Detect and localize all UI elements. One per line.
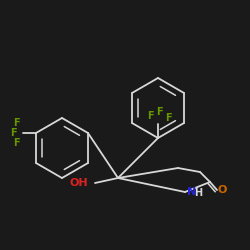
Text: F: F [156,107,162,117]
Text: N: N [187,187,196,197]
Text: F: F [13,118,19,128]
Text: F: F [147,111,153,121]
Text: OH: OH [70,178,88,188]
Text: F: F [10,128,16,138]
Text: F: F [165,113,171,123]
Text: H: H [194,188,202,198]
Text: O: O [217,185,227,195]
Text: F: F [13,138,19,148]
